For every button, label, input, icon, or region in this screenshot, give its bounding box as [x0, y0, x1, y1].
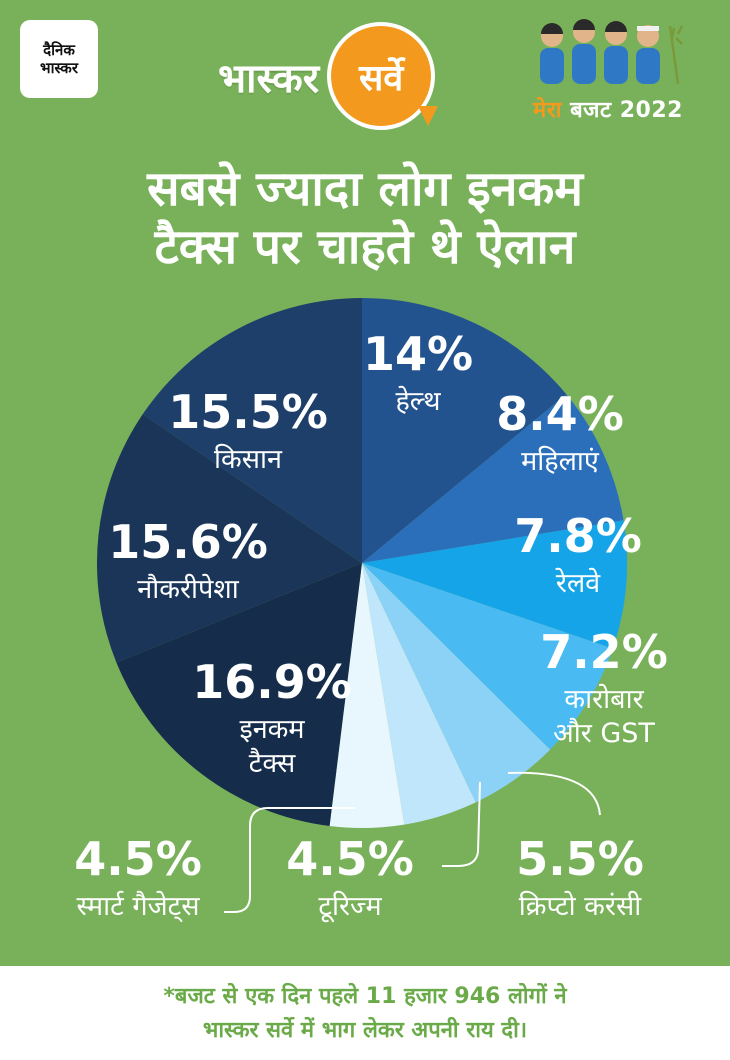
people-illustration: [540, 19, 684, 84]
headline: सबसे ज्यादा लोग इनकम टैक्स पर चाहते थे ऐ…: [0, 160, 730, 276]
headline-line-2: टैक्स पर चाहते थे ऐलान: [154, 219, 576, 275]
pie-slice-8: [96, 414, 362, 663]
budget-rest: बजट 2022: [570, 98, 683, 123]
slice-category-label-7-1: टैक्स: [249, 747, 296, 779]
slice-category-label-3-0: कारोबार: [564, 683, 644, 715]
slice-value-label-0: 14%: [363, 327, 473, 381]
pie-slice-3: [362, 563, 613, 750]
budget-title: मेरा बजट 2022: [518, 94, 698, 124]
pie-slice-4: [362, 563, 551, 803]
pie-slice-1: [362, 394, 624, 563]
bhaskar-survey-brand: भास्कर सर्वे: [218, 22, 436, 130]
pie-slice-5: [362, 563, 476, 825]
slice-value-label-6: 4.5%: [74, 832, 202, 886]
pie-slice-7: [116, 563, 362, 827]
slice-category-label-3-1: और GST: [553, 717, 655, 749]
slice-category-label-8-0: नौकरीपेशा: [137, 573, 239, 605]
slice-value-label-7: 16.9%: [192, 655, 352, 709]
footer-line-2: भास्कर सर्वे में भाग लेकर अपनी राय दी।: [202, 1018, 528, 1043]
leader-line-5: [442, 781, 481, 867]
bubble-text: सर्वे: [358, 57, 404, 99]
footer-line-1: *बजट से एक दिन पहले 11 हजार 946 लोगों ने: [163, 984, 567, 1009]
slice-category-label-9-0: किसान: [214, 443, 283, 475]
dainik-bhaskar-logo: दैनिक भास्कर: [20, 20, 98, 98]
slice-value-label-9: 15.5%: [168, 385, 328, 439]
slice-category-label-4-0: क्रिप्टो करंसी: [519, 890, 642, 922]
slice-value-label-3: 7.2%: [540, 625, 668, 679]
slice-category-label-7-0: इनकम: [239, 714, 305, 745]
pie-slice-6: [329, 563, 405, 829]
slice-category-label-0-0: हेल्थ: [395, 385, 441, 417]
slice-value-label-8: 15.6%: [108, 515, 268, 569]
pie-slice-0: [362, 298, 567, 563]
speech-bubble-tail: [418, 106, 438, 126]
mera-budget-badge: मेरा बजट 2022: [518, 14, 698, 123]
footer-note: *बजट से एक दिन पहले 11 हजार 946 लोगों ने…: [0, 966, 730, 1060]
logo-line-1: दैनिक: [43, 41, 75, 59]
slice-value-label-2: 7.8%: [514, 509, 642, 563]
leader-line-4: [507, 771, 601, 816]
headline-line-1: सबसे ज्यादा लोग इनकम: [147, 161, 583, 217]
pie-slice-9: [142, 298, 362, 563]
brand-word: भास्कर: [218, 55, 320, 102]
slice-value-label-4: 5.5%: [516, 832, 644, 886]
survey-speech-bubble: सर्वे: [327, 22, 436, 130]
slice-category-label-2-0: रेलवे: [555, 567, 602, 599]
slice-value-label-1: 8.4%: [496, 387, 624, 441]
slice-value-label-5: 4.5%: [286, 832, 414, 886]
leader-line-6: [224, 807, 355, 913]
slice-category-label-5-0: टूरिज्म: [318, 890, 382, 923]
pie-slice-2: [362, 520, 627, 649]
logo-line-2: भास्कर: [40, 59, 78, 77]
slice-category-label-1-0: महिलाएं: [521, 445, 600, 477]
slice-category-label-6-0: स्मार्ट गैजेट्स: [77, 890, 201, 922]
budget-prefix: मेरा: [533, 98, 562, 123]
